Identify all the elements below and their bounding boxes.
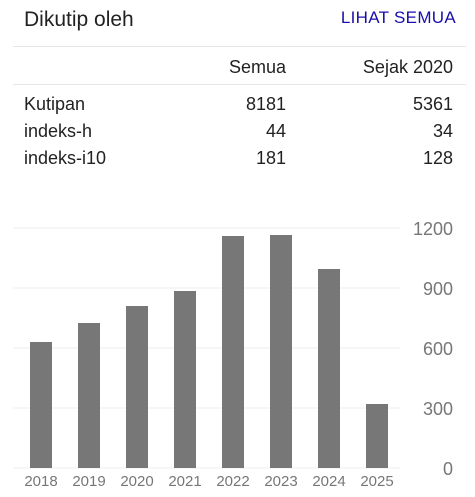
y-tick-label: 300 bbox=[423, 399, 453, 419]
citations-bar-chart: 0 300 600 900 1200 2018 2019 2020 2021 2022 2023 20… bbox=[13, 219, 453, 490]
see-all-link[interactable]: LIHAT SEMUA bbox=[340, 8, 456, 27]
row-value-since: 128 bbox=[422, 148, 453, 168]
row-value-all: 44 bbox=[265, 121, 286, 141]
x-tick-label: 2021 bbox=[168, 473, 201, 490]
y-tick-label: 0 bbox=[443, 459, 453, 479]
y-tick-label: 1200 bbox=[413, 219, 453, 239]
bar-2024[interactable] bbox=[318, 269, 340, 468]
bar-2022[interactable] bbox=[222, 236, 244, 468]
x-tick-label: 2019 bbox=[72, 473, 105, 490]
row-label: indeks-h bbox=[24, 121, 93, 141]
header-divider bbox=[13, 46, 466, 47]
bar-2020[interactable] bbox=[126, 306, 148, 468]
x-tick-label: 2020 bbox=[120, 473, 153, 490]
x-tick-label: 2018 bbox=[24, 473, 57, 490]
column-header-all: Semua bbox=[228, 57, 286, 77]
table-header-row: Semua Sejak 2020 bbox=[0, 54, 475, 80]
table-row: indeks-i10 181 128 bbox=[0, 145, 475, 171]
row-value-all: 8181 bbox=[245, 94, 286, 114]
bar-2025[interactable] bbox=[366, 404, 388, 468]
x-tick-label: 2025 bbox=[360, 473, 393, 490]
x-tick-label: 2023 bbox=[264, 473, 297, 490]
citations-header: Dikutip oleh LIHAT SEMUA bbox=[0, 0, 475, 46]
row-value-since: 34 bbox=[432, 121, 453, 141]
x-tick-label: 2024 bbox=[312, 473, 345, 490]
row-value-all: 181 bbox=[255, 148, 286, 168]
y-tick-label: 900 bbox=[423, 279, 453, 299]
citations-chart: 0 300 600 900 1200 2018 2019 2020 2021 2022 2023 20… bbox=[0, 215, 475, 492]
bar-2023[interactable] bbox=[270, 235, 292, 468]
table-row: Kutipan 8181 5361 bbox=[0, 91, 475, 117]
row-label: indeks-i10 bbox=[24, 148, 107, 168]
table-row: indeks-h 44 34 bbox=[0, 118, 475, 144]
column-header-since: Sejak 2020 bbox=[362, 57, 453, 77]
row-value-since: 5361 bbox=[412, 94, 453, 114]
row-label: Kutipan bbox=[24, 94, 86, 114]
bar-2018[interactable] bbox=[30, 342, 52, 468]
table-header-divider bbox=[13, 84, 466, 85]
y-tick-label: 600 bbox=[423, 339, 453, 359]
bar-2021[interactable] bbox=[174, 291, 196, 468]
bar-2019[interactable] bbox=[78, 323, 100, 468]
section-title: Dikutip oleh bbox=[24, 8, 134, 31]
x-tick-label: 2022 bbox=[216, 473, 249, 490]
